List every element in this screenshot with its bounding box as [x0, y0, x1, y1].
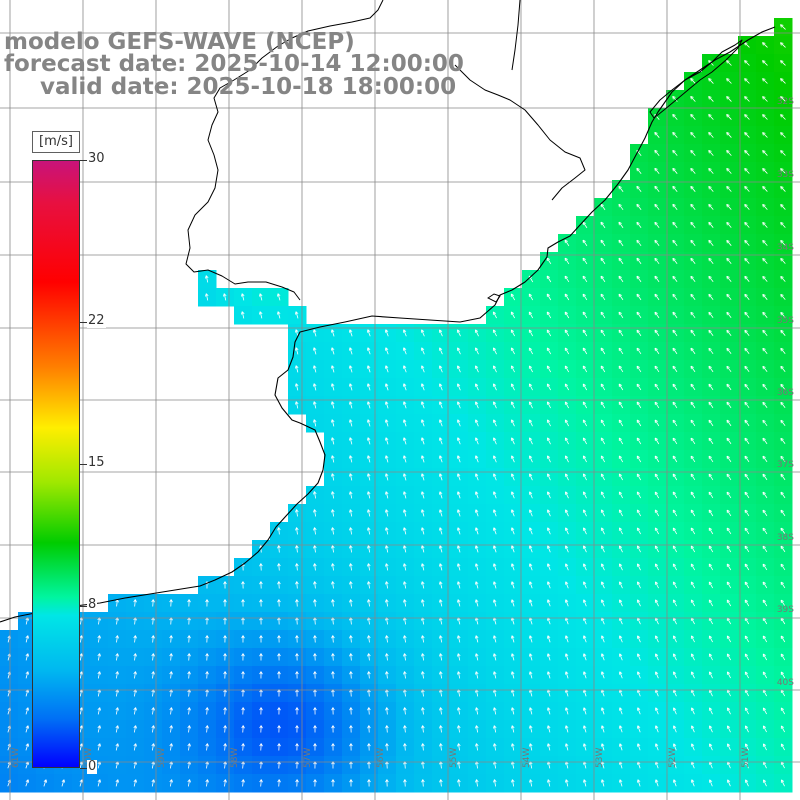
latitude-label: 39S	[777, 605, 794, 615]
colorbar-tick	[80, 606, 92, 607]
colorbar-tick-label: 15	[87, 455, 106, 470]
latitude-label: 38S	[777, 533, 794, 543]
longitude-label: 56W	[376, 748, 386, 768]
coastline	[0, 26, 776, 623]
forecast-date: forecast date: 2025-10-14 12:00:00	[4, 51, 464, 77]
longitude-label: 53W	[595, 748, 605, 768]
latitude-label: 37S	[777, 460, 794, 470]
colorbar-tick	[80, 464, 92, 465]
colorbar-tick-label: 30	[87, 151, 106, 166]
mirim-lagoon	[487, 293, 501, 303]
latitude-label: 40S	[777, 678, 794, 688]
latitude-label: 33S	[777, 170, 794, 180]
longitude-label: 51W	[741, 748, 751, 768]
colorbar-tick-label: 8	[87, 597, 98, 612]
colorbar-unit: [m/s]	[32, 131, 80, 153]
latitude-label: 32S	[777, 97, 794, 107]
grid-labels: 32S 33S 34S 35S 36S 37S 38S 39S 40S 61W 60W 59W 58W 5…	[11, 97, 794, 768]
longitude-label: 57W	[303, 748, 313, 768]
longitude-label: 59W	[157, 748, 167, 768]
colorbar-tick	[80, 322, 92, 323]
longitude-label: 60W	[84, 748, 94, 768]
lagoa-dos-patos	[649, 39, 743, 119]
latitude-label: 34S	[777, 243, 794, 253]
longitude-label: 58W	[230, 748, 240, 768]
model-title: modelo GEFS-WAVE (NCEP)	[4, 29, 355, 55]
longitude-label: 54W	[522, 748, 532, 768]
uruguay-border	[185, 0, 384, 301]
longitude-label: 55W	[449, 748, 459, 768]
longitude-label: 52W	[668, 748, 678, 768]
valid-date: valid date: 2025-10-18 18:00:00	[40, 74, 457, 100]
longitude-label: 61W	[11, 748, 21, 768]
latitude-label: 35S	[777, 316, 794, 326]
river	[511, 0, 521, 71]
latitude-label: 36S	[777, 388, 794, 398]
colorbar-tick	[80, 160, 92, 161]
colorbar-tick	[80, 768, 92, 769]
colorbar-tick-label: 22	[87, 313, 106, 328]
wind-speed-field	[0, 18, 793, 793]
colorbar-gradient	[32, 160, 80, 768]
colorbar-tick-label: 0	[87, 759, 98, 774]
brazil-uruguay-border	[454, 64, 586, 201]
